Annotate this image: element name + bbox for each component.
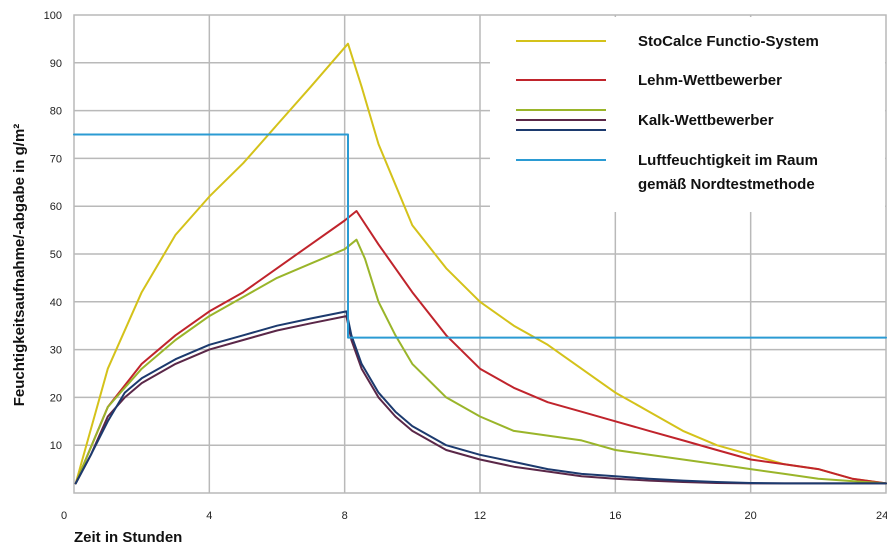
y-tick-label: 50 — [50, 249, 62, 261]
y-tick-label: 90 — [50, 58, 62, 70]
y-tick-label: 40 — [50, 297, 62, 309]
series-line-4 — [74, 310, 887, 485]
y-tick-label: 10 — [50, 440, 62, 452]
x-tick-label: 20 — [745, 510, 757, 522]
x-tick-label: 4 — [206, 510, 212, 522]
legend-label: Kalk-Wettbewerber — [638, 112, 774, 129]
x-tick-label: 12 — [474, 510, 486, 522]
y-tick-label: 20 — [50, 392, 62, 404]
y-tick-label: 100 — [44, 10, 62, 22]
y-tick-label: 70 — [50, 153, 62, 165]
y-axis-title: Feuchtigkeitsaufnahme/-abgabe in g/m² — [11, 124, 28, 407]
legend-box — [490, 17, 885, 212]
x-axis-ticks: 0 4 8 12 16 20 24 — [61, 510, 887, 522]
x-axis-title: Zeit in Stunden — [74, 529, 182, 546]
series-line-0 — [74, 42, 887, 485]
series-line-2 — [74, 238, 887, 485]
legend-label: Luftfeuchtigkeit im Raum — [638, 152, 818, 169]
x-tick-label: 16 — [609, 510, 621, 522]
x-tick-label: 24 — [876, 510, 887, 522]
series-group — [73, 42, 887, 485]
legend: StoCalce Functio-System Lehm-Wettbewerber… — [490, 17, 885, 212]
legend-label: Lehm-Wettbewerber — [638, 72, 782, 89]
y-tick-label: 80 — [50, 106, 62, 118]
y-tick-label: 60 — [50, 201, 62, 213]
series-line-5 — [73, 133, 887, 339]
y-axis-ticks: 10 20 30 40 50 60 70 80 90 100 — [44, 10, 62, 452]
x-tick-label: 8 — [342, 510, 348, 522]
legend-label: StoCalce Functio-System — [638, 33, 819, 50]
y-tick-label: 30 — [50, 345, 62, 357]
x-tick-label: 0 — [61, 510, 67, 522]
series-line-1 — [74, 210, 887, 485]
legend-label: gemäß Nordtestmethode — [638, 176, 815, 193]
